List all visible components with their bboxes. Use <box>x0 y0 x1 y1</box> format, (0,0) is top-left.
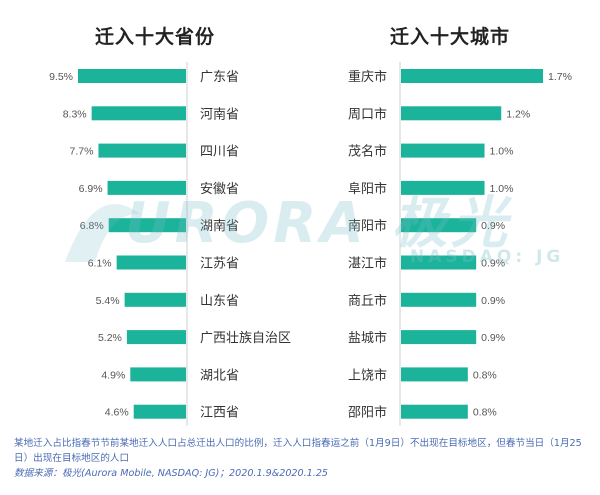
right-category-label-4: 南阳市 <box>348 218 387 234</box>
bar-charts: 9.5% 广东省 8.3% 河南省 7.7% 四川省 6.9% 安徽省 6.8% 湖南省 6.1% 江… <box>49 62 572 426</box>
left-bar-2 <box>98 143 186 158</box>
right-category-label-1: 周口市 <box>348 106 387 122</box>
left-value-label-2: 7.7% <box>70 146 94 158</box>
left-value-label-5: 6.1% <box>88 258 112 270</box>
left-bar-6 <box>124 292 186 307</box>
left-category-label-2: 四川省 <box>200 145 239 160</box>
right-category-label-0: 重庆市 <box>348 69 387 85</box>
left-bar-3 <box>107 180 186 195</box>
left-value-label-6: 5.4% <box>96 295 120 307</box>
footer: 某地迁入占比指春节节前某地迁入人口占总迁出人口的比例，迁入人口指春运之前（1月9… <box>14 436 586 481</box>
right-bar-4 <box>401 218 477 233</box>
right-value-label-9: 0.8% <box>473 407 497 419</box>
right-value-label-7: 0.9% <box>481 332 505 344</box>
right-value-label-3: 1.0% <box>490 183 514 195</box>
right-chart-title: 迁入十大城市 <box>390 26 511 48</box>
right-bar-0 <box>401 69 543 83</box>
left-category-label-5: 江苏省 <box>200 256 239 272</box>
right-bar-2 <box>401 143 485 158</box>
right-bar-5 <box>401 255 477 270</box>
left-value-label-8: 4.9% <box>101 369 125 381</box>
left-category-label-4: 湖南省 <box>200 218 239 234</box>
right-category-label-9: 邵阳市 <box>348 405 387 421</box>
right-category-label-3: 阜阳市 <box>348 181 387 197</box>
left-bar-7 <box>126 330 186 345</box>
left-bar-5 <box>116 255 186 270</box>
left-value-label-4: 6.8% <box>80 220 104 232</box>
left-category-label-3: 安徽省 <box>200 182 239 197</box>
right-bar-8 <box>401 367 468 382</box>
left-value-label-9: 4.6% <box>105 407 129 419</box>
left-bar-4 <box>108 218 186 233</box>
right-value-label-4: 0.9% <box>481 220 505 232</box>
left-bar-9 <box>133 404 186 419</box>
right-value-label-2: 1.0% <box>490 146 514 158</box>
right-bar-6 <box>401 292 477 307</box>
right-value-label-5: 0.9% <box>481 258 505 270</box>
watermark-logo-icon <box>65 204 140 262</box>
right-value-label-1: 1.2% <box>506 108 530 120</box>
left-chart-title: 迁入十大省份 <box>95 26 216 48</box>
watermark-sub-text: NASDAQ: JG <box>410 247 565 267</box>
left-bar-0 <box>78 69 186 83</box>
right-category-label-5: 湛江市 <box>348 256 387 272</box>
footer-source: 数据来源：极光(Aurora Mobile, NASDAQ: JG)；2020.… <box>14 468 329 479</box>
right-value-label-6: 0.9% <box>481 295 505 307</box>
left-category-label-9: 江西省 <box>200 406 239 421</box>
right-category-label-8: 上饶市 <box>348 367 387 383</box>
right-bar-7 <box>401 330 477 345</box>
left-value-label-1: 8.3% <box>63 108 87 120</box>
right-category-label-7: 盐城市 <box>348 330 387 346</box>
right-value-label-0: 1.7% <box>548 71 572 83</box>
right-bar-9 <box>401 404 468 419</box>
left-category-label-1: 河南省 <box>200 106 239 122</box>
watermark-logo-text: URORA 极光 <box>125 191 512 256</box>
right-bar-3 <box>401 180 485 195</box>
left-value-label-0: 9.5% <box>49 71 73 83</box>
left-category-label-6: 山东省 <box>200 294 239 309</box>
left-bar-1 <box>91 106 186 121</box>
left-value-label-7: 5.2% <box>98 332 122 344</box>
left-category-label-7: 广西壮族自治区 <box>200 330 291 346</box>
right-category-label-2: 茂名市 <box>348 144 387 160</box>
left-value-label-3: 6.9% <box>79 183 103 195</box>
right-bar-1 <box>401 106 502 121</box>
left-category-label-8: 湖北省 <box>200 368 239 383</box>
right-category-label-6: 商丘市 <box>348 293 387 309</box>
left-bar-8 <box>130 367 186 382</box>
left-category-label-0: 广东省 <box>200 70 239 85</box>
right-value-label-8: 0.8% <box>473 369 497 381</box>
footer-note: 某地迁入占比指春节节前某地迁入人口占总迁出人口的比例，迁入人口指春运之前（1月9… <box>14 438 582 464</box>
